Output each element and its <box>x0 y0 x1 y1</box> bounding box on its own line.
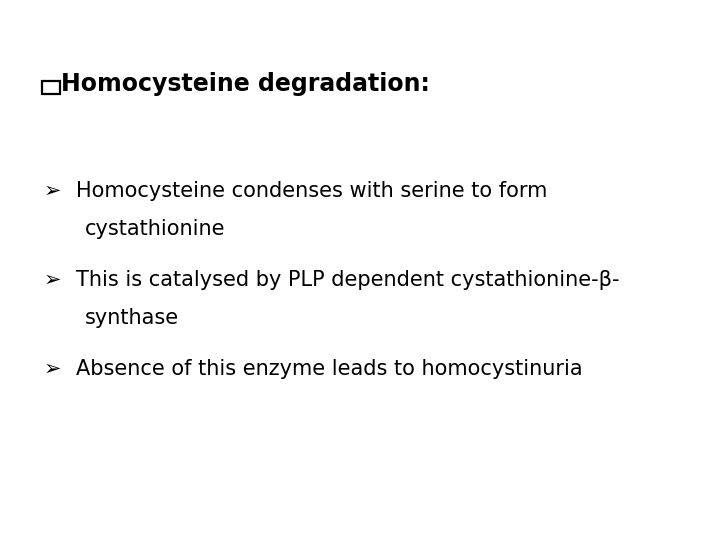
Text: ➢: ➢ <box>43 181 60 201</box>
Text: Absence of this enzyme leads to homocystinuria: Absence of this enzyme leads to homocyst… <box>76 359 582 379</box>
Text: cystathionine: cystathionine <box>85 219 225 239</box>
FancyBboxPatch shape <box>42 80 60 94</box>
Text: synthase: synthase <box>85 308 179 328</box>
Text: Homocysteine degradation:: Homocysteine degradation: <box>61 72 430 96</box>
Text: ➢: ➢ <box>43 359 60 379</box>
Text: This is catalysed by PLP dependent cystathionine-β-: This is catalysed by PLP dependent cysta… <box>76 270 619 290</box>
Text: Homocysteine condenses with serine to form: Homocysteine condenses with serine to fo… <box>76 181 547 201</box>
Text: ➢: ➢ <box>43 270 60 290</box>
